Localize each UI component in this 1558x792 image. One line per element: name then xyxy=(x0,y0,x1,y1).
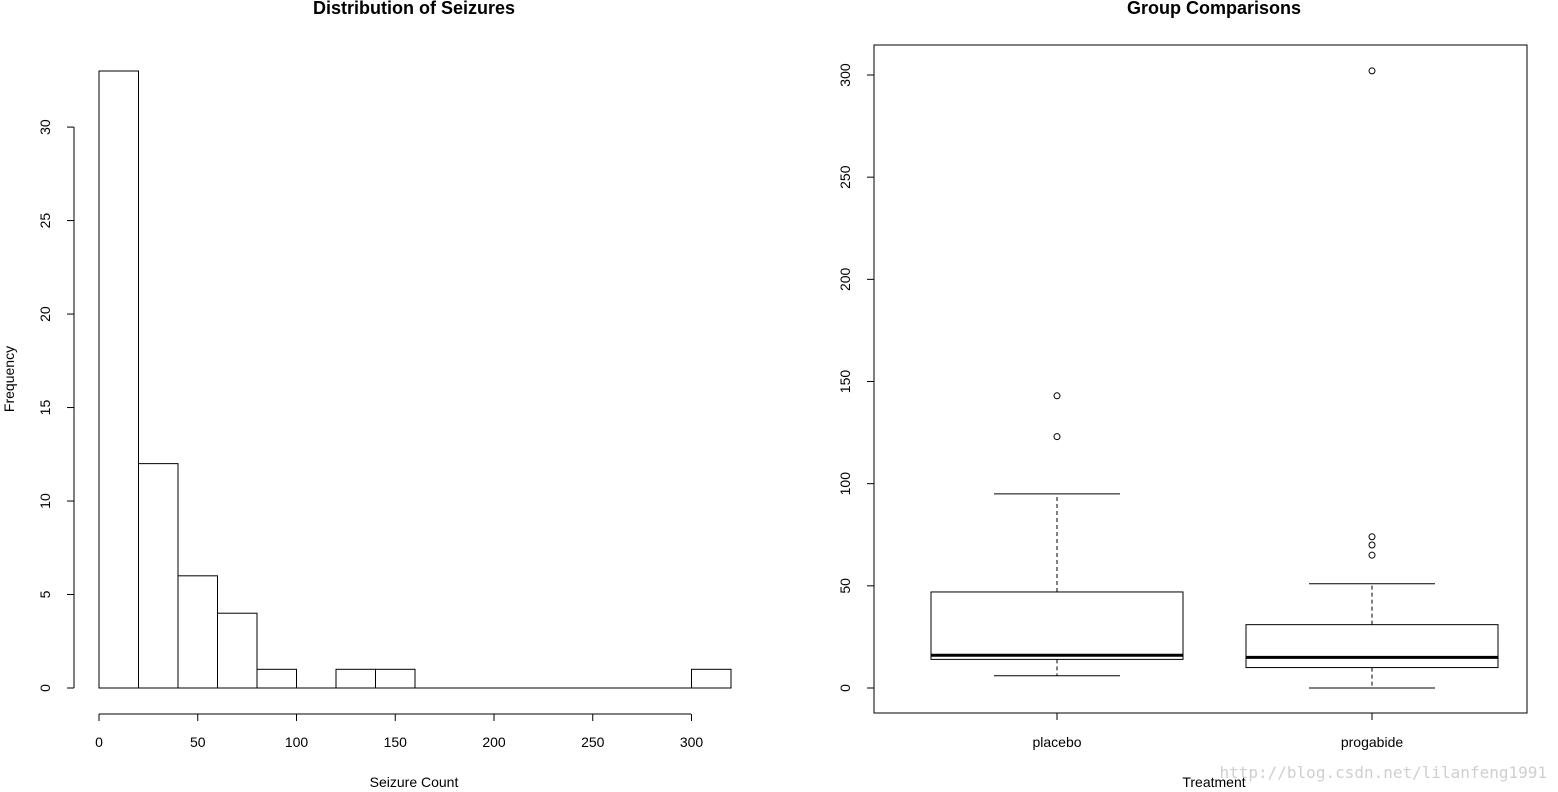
histogram-y-tick-label: 30 xyxy=(37,119,53,135)
histogram-x-tick-label: 0 xyxy=(95,734,103,750)
histogram-y-ticks: 0 5 10 15 20 25 30 xyxy=(37,119,74,692)
histogram-bar-3 xyxy=(217,612,258,689)
boxplot-x-tick-label: progabide xyxy=(1341,734,1403,750)
histogram-x-tick-label: 50 xyxy=(190,734,206,750)
histogram-y-tick-label: 0 xyxy=(37,684,53,692)
boxplot-box-progabide xyxy=(1245,624,1499,669)
boxplot-x-tick-label: placebo xyxy=(1032,734,1081,750)
boxplot-outlier-point xyxy=(1368,541,1376,549)
histogram-panel: Distribution of Seizures 0 50 100 150 200 250… xyxy=(1,0,732,790)
boxplot-y-tick-label: 100 xyxy=(837,472,853,496)
histogram-x-tick-label: 150 xyxy=(384,734,408,750)
boxplot-boxes xyxy=(930,67,1499,689)
histogram-x-tick-label: 300 xyxy=(680,734,704,750)
histogram-bar-1 xyxy=(138,463,179,689)
histogram-x-ticks: 0 50 100 150 200 250 300 xyxy=(95,714,703,750)
histogram-y-tick-label: 20 xyxy=(37,306,53,322)
boxplot-title: Group Comparisons xyxy=(1127,0,1301,18)
histogram-bars xyxy=(98,70,732,689)
boxplot-outlier-point xyxy=(1053,392,1061,400)
histogram-y-tick-label: 15 xyxy=(37,400,53,416)
boxplot-y-tick-label: 50 xyxy=(837,578,853,594)
boxplot-outlier-point xyxy=(1368,67,1376,75)
boxplot-y-tick-label: 150 xyxy=(837,370,853,394)
boxplot-y-tick-label: 200 xyxy=(837,267,853,291)
histogram-x-tick-label: 250 xyxy=(581,734,605,750)
histogram-bar-15 xyxy=(691,668,732,689)
histogram-y-tick-label: 5 xyxy=(37,590,53,598)
boxplot-y-tick-label: 0 xyxy=(837,684,853,692)
histogram-bar-4 xyxy=(256,668,297,689)
histogram-bar-0 xyxy=(98,70,139,689)
histogram-y-tick-label: 10 xyxy=(37,493,53,509)
boxplot-x-label: Treatment xyxy=(1182,774,1245,790)
boxplot-y-tick-label: 300 xyxy=(837,63,853,87)
histogram-bar-6 xyxy=(335,668,376,689)
boxplot-outlier-point xyxy=(1368,551,1376,559)
boxplot-panel: Group Comparisons 0 50 100 150 200 250 300 pla… xyxy=(837,0,1528,790)
histogram-title: Distribution of Seizures xyxy=(313,0,515,18)
boxplot-box-placebo xyxy=(930,591,1184,660)
histogram-x-label: Seizure Count xyxy=(370,774,459,790)
boxplot-y-ticks: 0 50 100 150 200 250 300 xyxy=(837,63,874,692)
histogram-bar-7 xyxy=(375,668,416,689)
histogram-bar-2 xyxy=(177,575,218,689)
boxplot-y-tick-label: 250 xyxy=(837,165,853,189)
watermark-text: http://blog.csdn.net/lilanfeng1991 xyxy=(1219,763,1547,782)
histogram-x-tick-label: 100 xyxy=(285,734,309,750)
histogram-y-tick-label: 25 xyxy=(37,213,53,229)
boxplot-outlier-point xyxy=(1368,533,1376,541)
boxplot-x-ticks: placebo progabide xyxy=(1032,713,1403,750)
histogram-y-label: Frequency xyxy=(1,346,17,412)
boxplot-outlier-point xyxy=(1053,433,1061,441)
histogram-x-tick-label: 200 xyxy=(482,734,506,750)
